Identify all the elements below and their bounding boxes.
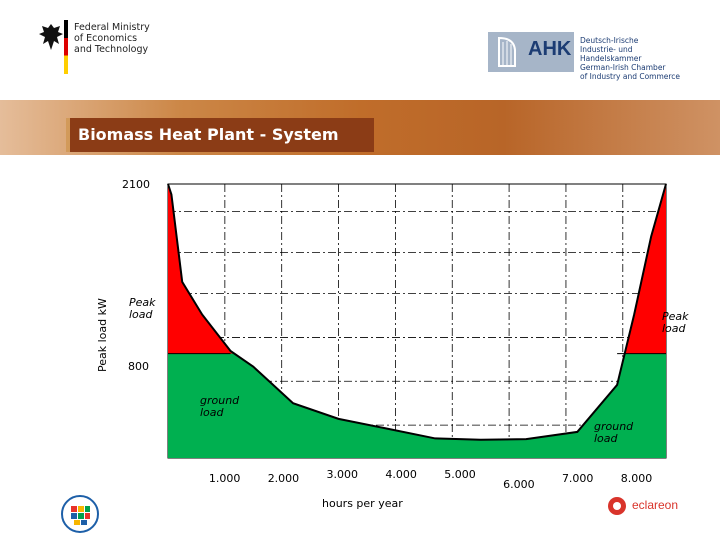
x-tick-label: 7.000 (562, 472, 594, 485)
harp-icon (498, 36, 516, 67)
ahk-logo-box: AHK (488, 32, 574, 72)
annotation-peak-left: Peak load (129, 296, 156, 321)
renewables-logo (61, 495, 99, 533)
annotation-ground-left: ground load (200, 394, 240, 419)
y-axis-label: Peak load kW (96, 298, 109, 372)
x-tick-label: 1.000 (209, 472, 241, 485)
y-tick-label: 2100 (122, 178, 150, 191)
ministry-logo: Federal Ministry of Economics and Techno… (38, 18, 188, 80)
x-axis-label: hours per year (322, 497, 403, 510)
ministry-text: Federal Ministry of Economics and Techno… (74, 22, 150, 55)
eagle-icon (39, 24, 63, 50)
title-box (66, 118, 374, 152)
x-tick-label: 2.000 (268, 472, 300, 485)
x-tick-label: 5.000 (444, 468, 476, 481)
load-curve-line (167, 183, 667, 441)
y-tick-label: 800 (128, 360, 149, 373)
ahk-logo: AHK Deutsch-Irische Industrie- und Hande… (488, 32, 688, 81)
annotation-ground-right: ground load (594, 420, 634, 445)
annotation-peak-right: Peak load (662, 310, 689, 335)
eclareon-icon (608, 497, 626, 515)
ahk-text: Deutsch-Irische Industrie- und Handelska… (580, 36, 681, 81)
chart-marks (167, 183, 667, 441)
x-tick-label: 4.000 (385, 468, 417, 481)
chart-areas (168, 184, 666, 458)
x-tick-label: 6.000 (503, 478, 535, 491)
eclareon-logo: eclareon (606, 495, 686, 517)
x-tick-label: 8.000 (621, 472, 653, 485)
ground-load-area (168, 353, 666, 458)
german-flag-bar (64, 20, 68, 74)
eclareon-text: eclareon (632, 498, 679, 512)
slide-title: Biomass Heat Plant - System (78, 125, 339, 144)
ahk-letters: AHK (528, 38, 572, 60)
chart-labels: 2100 800 1.000 2.000 3.000 4.000 5.000 6.000 7.0… (96, 178, 689, 510)
x-tick-label: 3.000 (327, 468, 359, 481)
